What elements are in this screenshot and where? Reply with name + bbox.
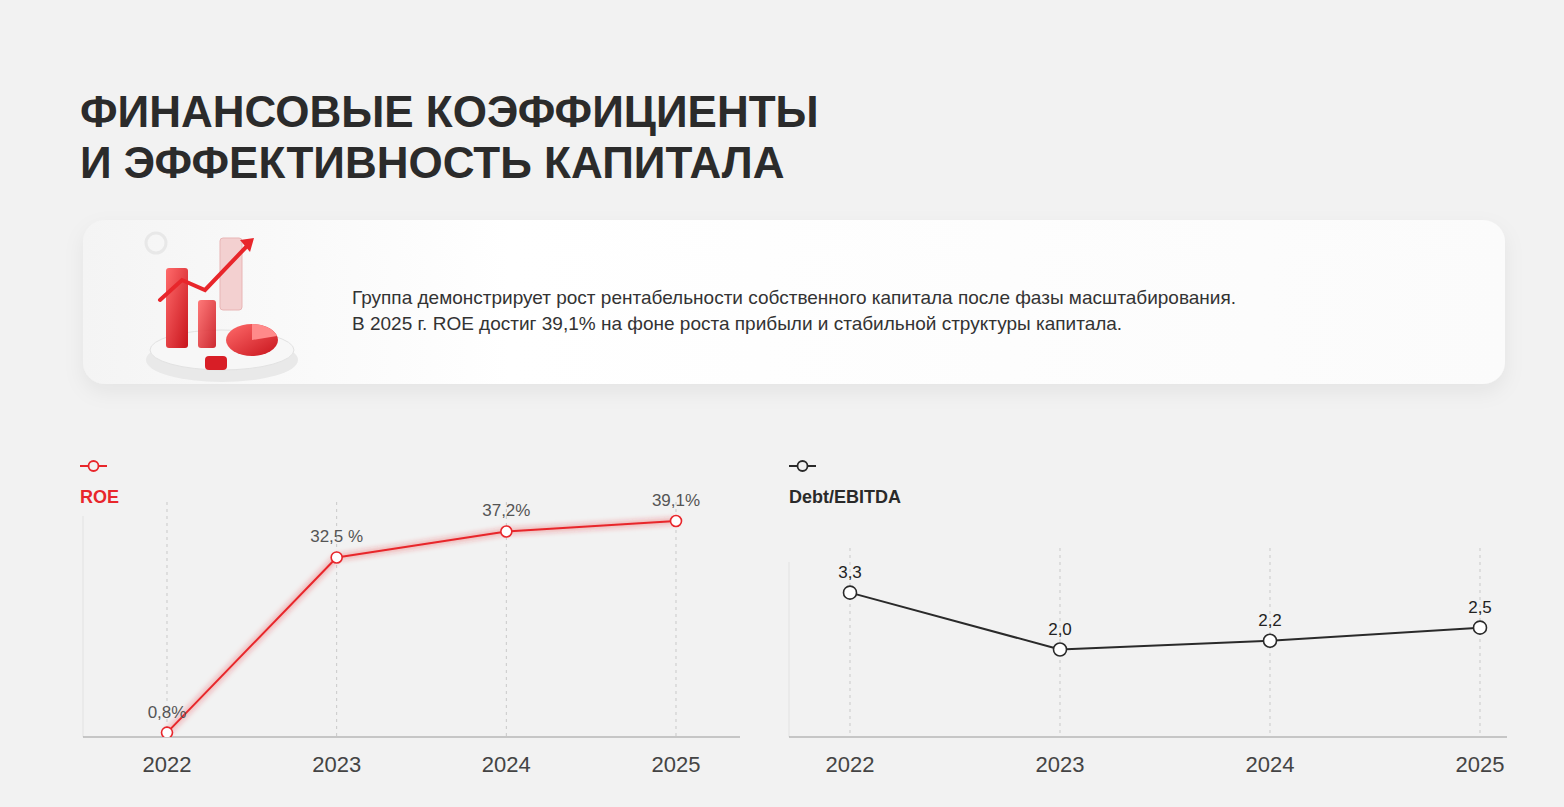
data-label: 3,3 <box>838 563 862 582</box>
legend: ROE <box>80 461 119 507</box>
x-tick-label: 2024 <box>482 752 531 777</box>
plot-area <box>162 515 682 737</box>
data-label: 0,8% <box>148 703 187 722</box>
grid-line <box>676 502 677 737</box>
description: Группа демонстрирует рост рентабельности… <box>352 287 1236 308</box>
icon-arrow <box>160 245 248 300</box>
data-label: 2,2 <box>1258 611 1282 630</box>
marker <box>162 727 173 737</box>
marker <box>844 586 857 599</box>
legend-marker <box>798 461 808 471</box>
marker <box>501 526 512 537</box>
icon-puck <box>205 356 227 370</box>
plot-area <box>844 586 1487 656</box>
data-label: 37,2% <box>482 501 530 520</box>
x-tick-label: 2022 <box>143 752 192 777</box>
y-axis <box>789 562 790 737</box>
card <box>83 220 1505 384</box>
legend-label: ROE <box>80 487 119 507</box>
marker <box>1054 643 1067 656</box>
x-tick-label: 2023 <box>312 752 361 777</box>
chart: 2022 2023 2024 2025 3,3 2,0 2,2 2,5 Debt/EBITDA <box>789 461 1507 777</box>
legend-marker <box>89 461 99 471</box>
grid-line <box>1480 548 1481 737</box>
icon-pie-slice <box>252 324 277 340</box>
x-axis <box>789 736 1507 737</box>
icon-arrowhead <box>240 238 254 252</box>
icon-bar <box>198 300 216 348</box>
x-tick-label: 2023 <box>1036 752 1085 777</box>
title: ФИНАНСОВЫЕ КОЭФФИЦИЕНТЫ <box>80 87 819 136</box>
data-label: 2,5 <box>1468 598 1492 617</box>
x-tick-label: 2025 <box>652 752 701 777</box>
data-label: 39,1% <box>652 491 700 510</box>
series-line <box>850 593 1480 650</box>
y-axis <box>83 516 84 737</box>
description: В 2025 г. ROE достиг 39,1% на фоне роста… <box>352 313 1122 334</box>
marker <box>671 515 682 526</box>
title: И ЭФФЕКТИВНОСТЬ КАПИТАЛА <box>80 138 784 187</box>
icon-bar <box>220 238 242 310</box>
x-tick-label: 2022 <box>826 752 875 777</box>
icon-ring <box>146 233 166 253</box>
marker <box>1474 621 1487 634</box>
marker <box>1264 634 1277 647</box>
series-line <box>167 521 676 733</box>
x-axis <box>83 736 740 737</box>
data-label: 2,0 <box>1048 620 1072 639</box>
slide: ФИНАНСОВЫЕ КОЭФФИЦИЕНТЫИ ЭФФЕКТИВНОСТЬ К… <box>0 0 1564 807</box>
x-tick-label: 2024 <box>1246 752 1295 777</box>
marker <box>331 552 342 563</box>
icon-pie <box>226 324 278 356</box>
chart: 2022 2023 2024 2025 0,8% 32,5 % 37,2% 39,1% ROE <box>80 461 740 777</box>
legend: Debt/EBITDA <box>789 461 901 507</box>
background <box>0 0 1564 807</box>
card-icon <box>146 233 298 382</box>
legend-label: Debt/EBITDA <box>789 487 901 507</box>
x-tick-label: 2025 <box>1456 752 1505 777</box>
data-label: 32,5 % <box>310 527 363 546</box>
